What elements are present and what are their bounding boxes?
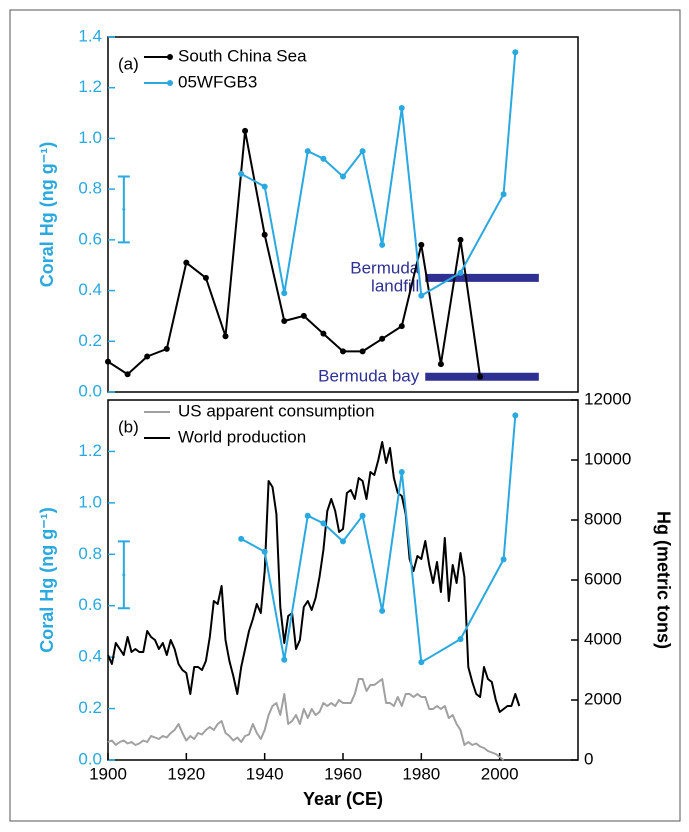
data-point — [320, 155, 327, 162]
data-point — [398, 323, 405, 330]
data-point — [124, 371, 131, 378]
data-point — [512, 412, 519, 419]
data-point — [340, 173, 346, 180]
y-tick-label: 0.0 — [78, 381, 102, 400]
y-axis-title: Coral Hg (ng g⁻¹) — [37, 507, 57, 652]
data-point — [340, 348, 346, 355]
data-point — [359, 512, 366, 519]
y-tick-label: 0.2 — [78, 331, 102, 350]
data-point — [300, 312, 307, 319]
error-bar-center — [122, 573, 126, 577]
data-point — [437, 361, 444, 368]
error-bar-center — [122, 207, 126, 211]
series-line — [107, 129, 482, 377]
data-point — [183, 259, 190, 266]
legend-label: South China Sea — [178, 46, 307, 65]
data-point — [105, 358, 111, 365]
y2-tick-label: 8000 — [584, 509, 622, 528]
data-point — [340, 538, 346, 545]
y-tick-label: 1.0 — [78, 492, 102, 511]
legend-label: 05WFGB3 — [178, 72, 257, 91]
range-label: landfill — [371, 276, 419, 295]
data-point — [359, 348, 366, 355]
y2-tick-label: 4000 — [584, 629, 622, 648]
data-point — [144, 353, 151, 360]
data-point — [238, 170, 245, 177]
y-tick-label: 0.4 — [78, 280, 102, 299]
data-point — [261, 231, 268, 238]
data-point — [242, 127, 249, 134]
data-point — [512, 49, 519, 56]
y2-axis-title: Hg (metric tons) — [653, 511, 673, 649]
y2-tick-label: 10000 — [584, 449, 631, 468]
data-point — [222, 333, 229, 340]
data-point — [457, 636, 464, 643]
y-tick-label: 0.6 — [78, 595, 102, 614]
x-tick-label: 1940 — [246, 764, 284, 783]
data-point — [379, 241, 386, 248]
range-label: Bermuda bay — [318, 366, 420, 385]
range-label: Bermuda — [350, 258, 420, 277]
x-tick-label: 2000 — [481, 764, 519, 783]
y-tick-label: 0.6 — [78, 229, 102, 248]
data-point — [398, 469, 405, 475]
data-point — [281, 656, 288, 663]
y2-tick-label: 6000 — [584, 569, 622, 588]
panel-label: (b) — [118, 417, 139, 436]
data-point — [500, 556, 507, 563]
legend-marker — [167, 54, 173, 60]
y-tick-label: 1.0 — [78, 128, 102, 147]
y2-tick-label: 12000 — [584, 389, 631, 408]
data-point — [457, 269, 464, 276]
y-tick-label: 1.2 — [78, 77, 102, 96]
y-tick-label: 1.4 — [78, 26, 102, 45]
x-tick-label: 1900 — [89, 764, 127, 783]
data-point — [379, 335, 386, 342]
data-point — [418, 292, 425, 299]
y-tick-label: 0.8 — [78, 179, 102, 198]
y-tick-label: 1.2 — [78, 441, 102, 460]
data-point — [477, 373, 484, 380]
y-tick-label: 0.4 — [78, 647, 102, 666]
y-tick-label: 0.0 — [78, 749, 102, 768]
data-point — [304, 148, 311, 155]
x-tick-label: 1960 — [324, 764, 362, 783]
data-point — [398, 105, 405, 111]
data-point — [163, 345, 170, 352]
data-point — [261, 183, 268, 190]
panel-label: (a) — [118, 54, 139, 73]
series-line — [107, 678, 505, 761]
data-point — [500, 191, 507, 198]
data-point — [320, 520, 327, 527]
legend-label: US apparent consumption — [178, 401, 375, 420]
data-point — [418, 241, 425, 248]
data-point — [202, 274, 209, 281]
legend-marker — [167, 80, 173, 86]
y-tick-label: 0.2 — [78, 698, 102, 717]
x-axis-title: Year (CE) — [303, 789, 383, 809]
x-tick-label: 1980 — [402, 764, 440, 783]
data-point — [238, 535, 245, 542]
data-point — [261, 548, 268, 555]
data-point — [304, 512, 311, 519]
y-axis-title: Coral Hg (ng g⁻¹) — [37, 142, 57, 287]
y-tick-label: 0.8 — [78, 544, 102, 563]
plot-frame — [107, 36, 579, 393]
y2-tick-label: 0 — [584, 749, 593, 768]
data-point — [418, 659, 425, 666]
data-point — [379, 607, 386, 614]
data-point — [281, 290, 288, 297]
data-point — [320, 330, 327, 337]
data-point — [359, 148, 366, 155]
series-line — [107, 441, 521, 713]
legend-label: World production — [178, 427, 306, 446]
data-point — [281, 318, 288, 324]
x-tick-label: 1920 — [167, 764, 205, 783]
data-point — [457, 236, 464, 243]
y2-tick-label: 2000 — [584, 689, 622, 708]
figure-border — [9, 9, 681, 822]
